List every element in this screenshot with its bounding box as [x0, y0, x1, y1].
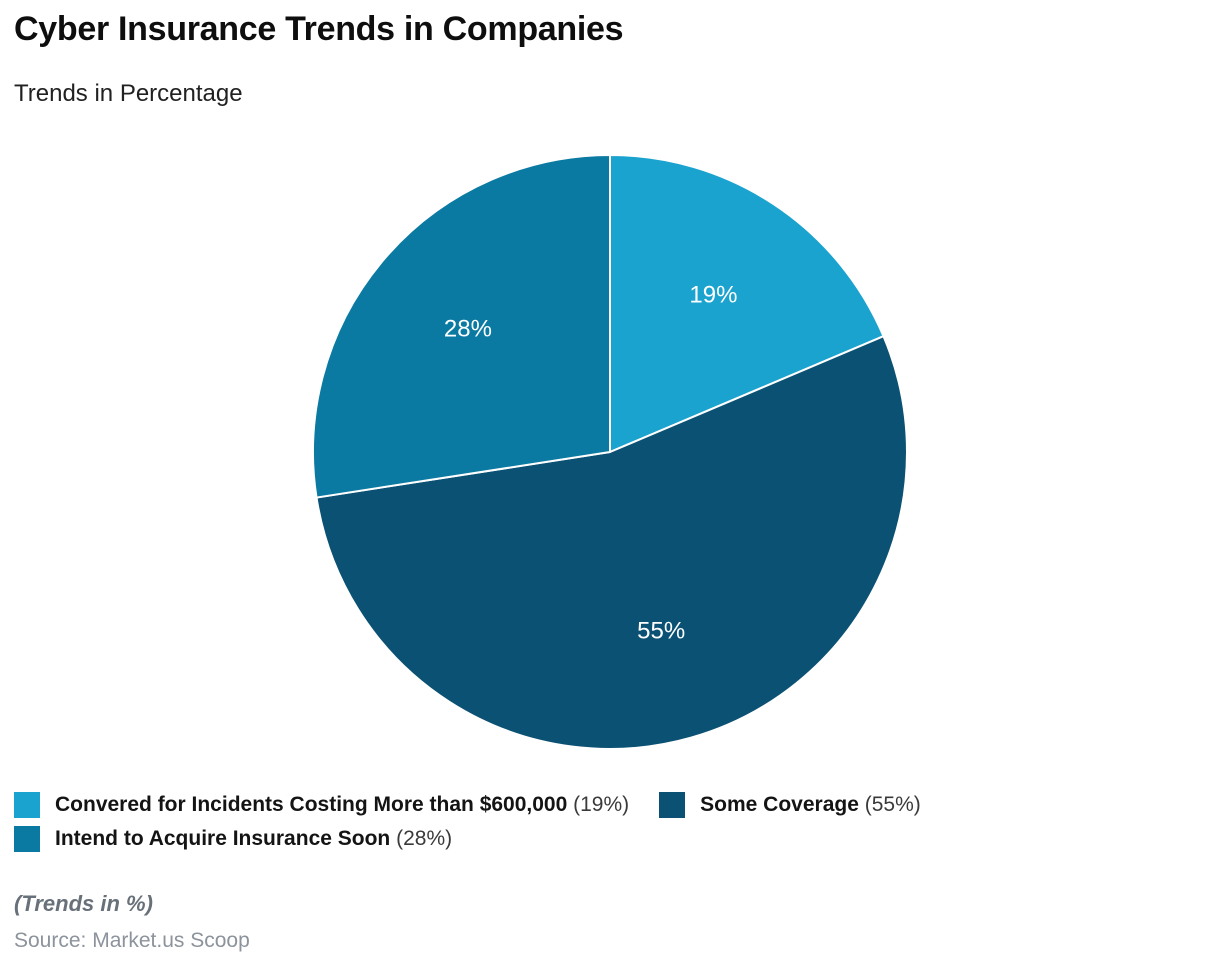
legend-swatch — [14, 825, 40, 852]
pie-slice — [315, 335, 908, 750]
legend-swatch — [14, 791, 40, 818]
legend-item: Intend to Acquire Insurance Soon (28%) — [14, 825, 452, 852]
legend-label: Some Coverage (55%) — [700, 793, 921, 816]
legend-swatch — [659, 791, 686, 818]
pie-slice-label: 19% — [689, 281, 737, 308]
pie-slice — [609, 154, 885, 453]
legend-label: Intend to Acquire Insurance Soon (28%) — [55, 827, 453, 850]
chart-legend: Convered for Incidents Costing More than… — [14, 791, 1206, 852]
source-text: Source: Market.us Scoop — [14, 929, 250, 952]
units-note: (Trends in %) — [14, 891, 153, 916]
legend-item: Some Coverage (55%) — [659, 791, 921, 818]
legend-item: Convered for Incidents Costing More than… — [14, 791, 629, 818]
pie-slice-label: 55% — [637, 617, 685, 644]
legend-label: Convered for Incidents Costing More than… — [55, 793, 630, 816]
pie-slice-label: 28% — [444, 316, 492, 343]
chart-title: Cyber Insurance Trends in Companies — [14, 10, 624, 48]
chart-subtitle: Trends in Percentage — [14, 80, 243, 107]
pie-slice — [312, 154, 611, 499]
pie-chart: 19% 55% 28% — [312, 154, 908, 750]
